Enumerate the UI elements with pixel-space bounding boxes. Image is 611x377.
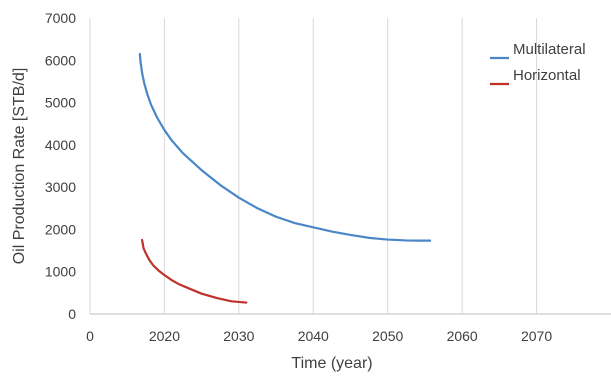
legend: Multilateral Horizontal bbox=[490, 41, 586, 86]
legend-label: Horizontal bbox=[513, 67, 581, 84]
y-tick-label: 4000 bbox=[45, 137, 76, 153]
axes: 0 2020 2030 2040 2050 2060 2070 0 1000 2000 3000 40… bbox=[45, 10, 611, 344]
series-lines bbox=[138, 52, 432, 304]
y-tick-label: 3000 bbox=[45, 179, 76, 195]
x-tick-label: 2020 bbox=[149, 328, 180, 344]
x-tick-label: 2030 bbox=[223, 328, 254, 344]
x-axis-title: Time (year) bbox=[291, 355, 372, 372]
y-tick-label: 6000 bbox=[45, 52, 76, 68]
x-tick-label: 2050 bbox=[372, 328, 403, 344]
x-tick-label: 0 bbox=[86, 328, 94, 344]
y-tick-label: 7000 bbox=[45, 10, 76, 26]
y-tick-label: 2000 bbox=[45, 221, 76, 237]
series-line-horizontal bbox=[141, 238, 248, 304]
y-tick-label: 1000 bbox=[45, 264, 76, 280]
x-tick-label: 2070 bbox=[521, 328, 552, 344]
axis-labels: Time (year) Oil Production Rate [STB/d] bbox=[11, 68, 373, 372]
series-line-multilateral bbox=[138, 52, 432, 242]
y-axis-title: Oil Production Rate [STB/d] bbox=[11, 68, 28, 265]
x-tick-label: 2060 bbox=[447, 328, 478, 344]
grid-lines bbox=[89, 18, 538, 314]
y-tick-label: 0 bbox=[68, 306, 76, 322]
legend-label: Multilateral bbox=[513, 41, 586, 58]
x-tick-label: 2040 bbox=[298, 328, 329, 344]
y-tick-label: 5000 bbox=[45, 95, 76, 111]
